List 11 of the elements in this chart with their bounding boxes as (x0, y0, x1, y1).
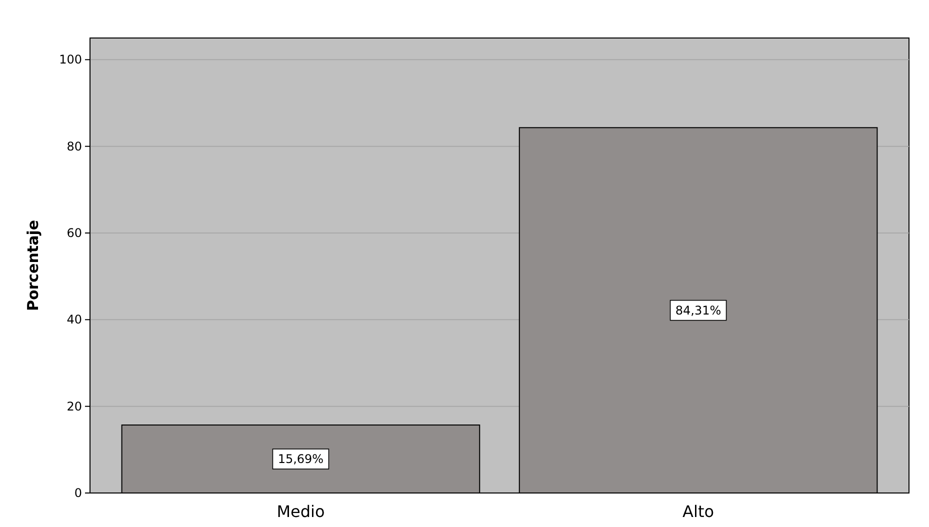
data-label: 15,69% (278, 452, 324, 466)
y-tick-label: 100 (59, 52, 82, 67)
y-tick-label: 80 (66, 139, 82, 154)
x-tick-label: Alto (682, 502, 714, 521)
x-tick-label: Medio (276, 502, 325, 521)
y-tick-label: 40 (66, 312, 82, 327)
y-tick-label: 0 (74, 486, 82, 500)
y-tick-label: 20 (66, 399, 82, 414)
y-tick-label: 60 (66, 226, 82, 240)
y-axis-title: Porcentaje (24, 220, 42, 312)
data-label: 84,31% (675, 303, 722, 318)
